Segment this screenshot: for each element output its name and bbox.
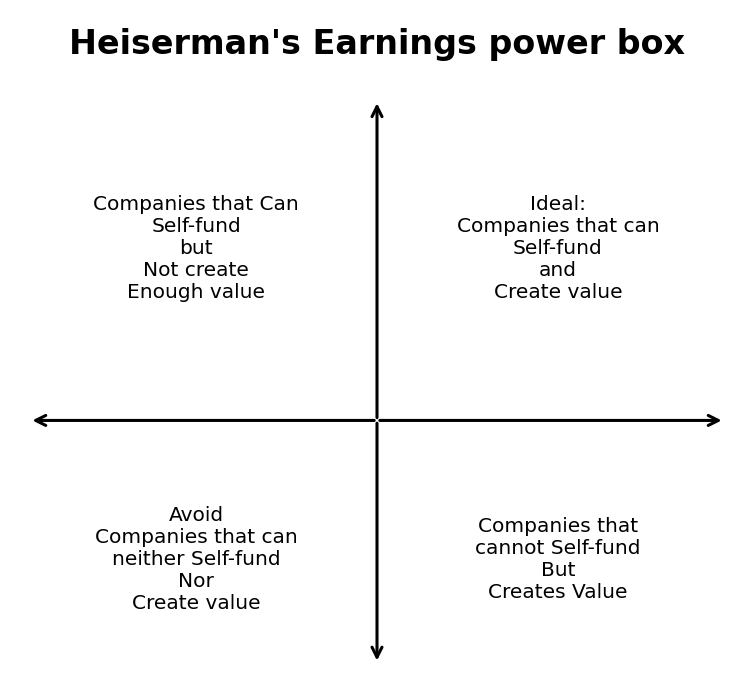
Text: Avoid
Companies that can
neither Self-fund
Nor
Create value: Avoid Companies that can neither Self-fu… [95,506,297,613]
Text: Companies that Can
Self-fund
but
Not create
Enough value: Companies that Can Self-fund but Not cre… [93,195,299,302]
Text: Ideal:
Companies that can
Self-fund
and
Create value: Ideal: Companies that can Self-fund and … [457,195,659,302]
Text: Companies that
cannot Self-fund
But
Creates Value: Companies that cannot Self-fund But Crea… [475,517,641,602]
Text: Heiserman's Earnings power box: Heiserman's Earnings power box [69,28,685,61]
